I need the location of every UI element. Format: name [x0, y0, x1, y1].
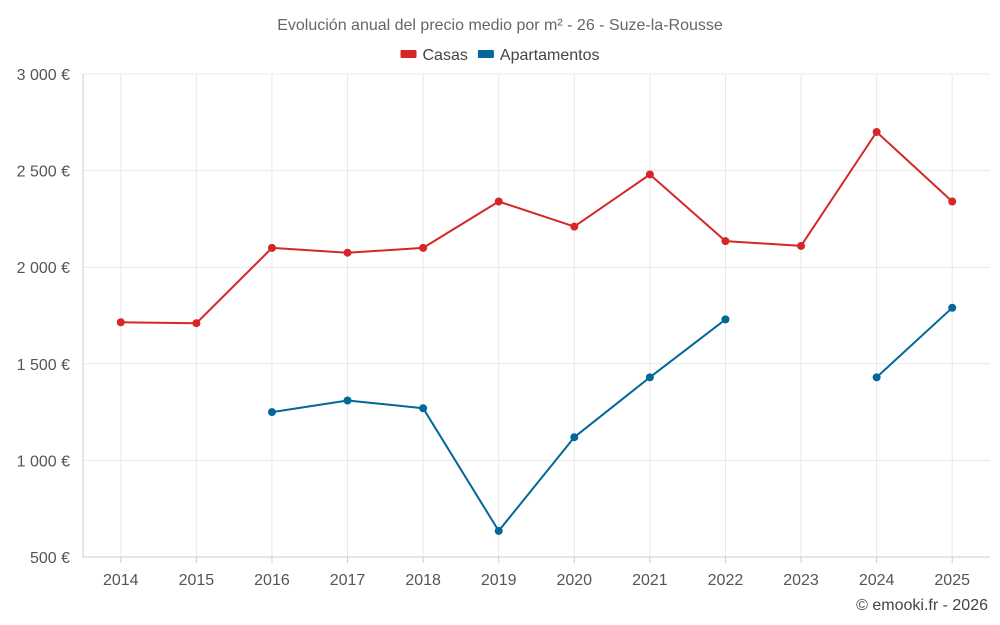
- x-tick-label: 2015: [179, 572, 215, 589]
- series-line: [120, 131, 953, 325]
- data-point[interactable]: [116, 318, 125, 327]
- x-tick-label: 2025: [934, 572, 970, 589]
- chart-title: Evolución anual del precio medio por m² …: [277, 17, 723, 34]
- y-tick-label: 2 500 €: [17, 164, 70, 181]
- data-point[interactable]: [267, 243, 276, 252]
- x-tick-label: 2018: [405, 572, 441, 589]
- legend: Casas Apartamentos: [400, 47, 600, 64]
- x-tick-label: 2019: [481, 572, 517, 589]
- data-point[interactable]: [192, 319, 201, 328]
- data-point[interactable]: [797, 241, 806, 250]
- x-tick-label: 2014: [103, 572, 139, 589]
- data-point[interactable]: [872, 127, 881, 136]
- data-point[interactable]: [494, 526, 503, 535]
- grid: [82, 73, 990, 558]
- copyright-footer: © emooki.fr - 2026: [856, 597, 988, 614]
- x-tick-label: 2021: [632, 572, 668, 589]
- data-point[interactable]: [267, 408, 276, 417]
- series-apartamentos: [267, 303, 957, 535]
- legend-item-casas[interactable]: Casas: [400, 47, 468, 64]
- data-point[interactable]: [343, 396, 352, 405]
- y-tick-label: 2 000 €: [17, 260, 70, 277]
- data-point[interactable]: [645, 373, 654, 382]
- y-tick-label: 500 €: [30, 550, 70, 567]
- data-point[interactable]: [872, 373, 881, 382]
- y-axis: 500 € 1 000 € 1 500 € 2 000 € 2 500 € 3 000 €: [17, 67, 70, 567]
- y-tick-label: 1 000 €: [17, 453, 70, 470]
- data-point[interactable]: [570, 222, 579, 231]
- x-tick-label: 2022: [708, 572, 744, 589]
- x-tick-label: 2024: [859, 572, 895, 589]
- legend-swatch: [477, 50, 494, 58]
- x-tick-label: 2023: [783, 572, 819, 589]
- x-tick-label: 2017: [330, 572, 366, 589]
- x-axis: 2014 2015 2016 2017 2018 2019 2020 2021 2022 2023…: [103, 557, 970, 589]
- series-casas: [116, 127, 957, 328]
- data-point[interactable]: [419, 404, 428, 413]
- legend-label: Apartamentos: [500, 47, 600, 64]
- legend-swatch: [400, 50, 417, 58]
- x-tick-label: 2016: [254, 572, 290, 589]
- data-point[interactable]: [645, 170, 654, 179]
- legend-label: Casas: [423, 47, 468, 64]
- data-point[interactable]: [948, 197, 957, 206]
- data-point[interactable]: [721, 237, 730, 246]
- data-point[interactable]: [343, 248, 352, 257]
- y-tick-label: 3 000 €: [17, 67, 70, 84]
- data-point[interactable]: [419, 243, 428, 252]
- legend-item-apartamentos[interactable]: Apartamentos: [477, 47, 600, 64]
- series-line: [875, 307, 953, 379]
- data-point[interactable]: [570, 433, 579, 442]
- x-tick-label: 2020: [556, 572, 592, 589]
- series-group: [116, 127, 957, 535]
- data-point[interactable]: [494, 197, 503, 206]
- data-point[interactable]: [948, 303, 957, 312]
- y-tick-label: 1 500 €: [17, 357, 70, 374]
- data-point[interactable]: [721, 315, 730, 324]
